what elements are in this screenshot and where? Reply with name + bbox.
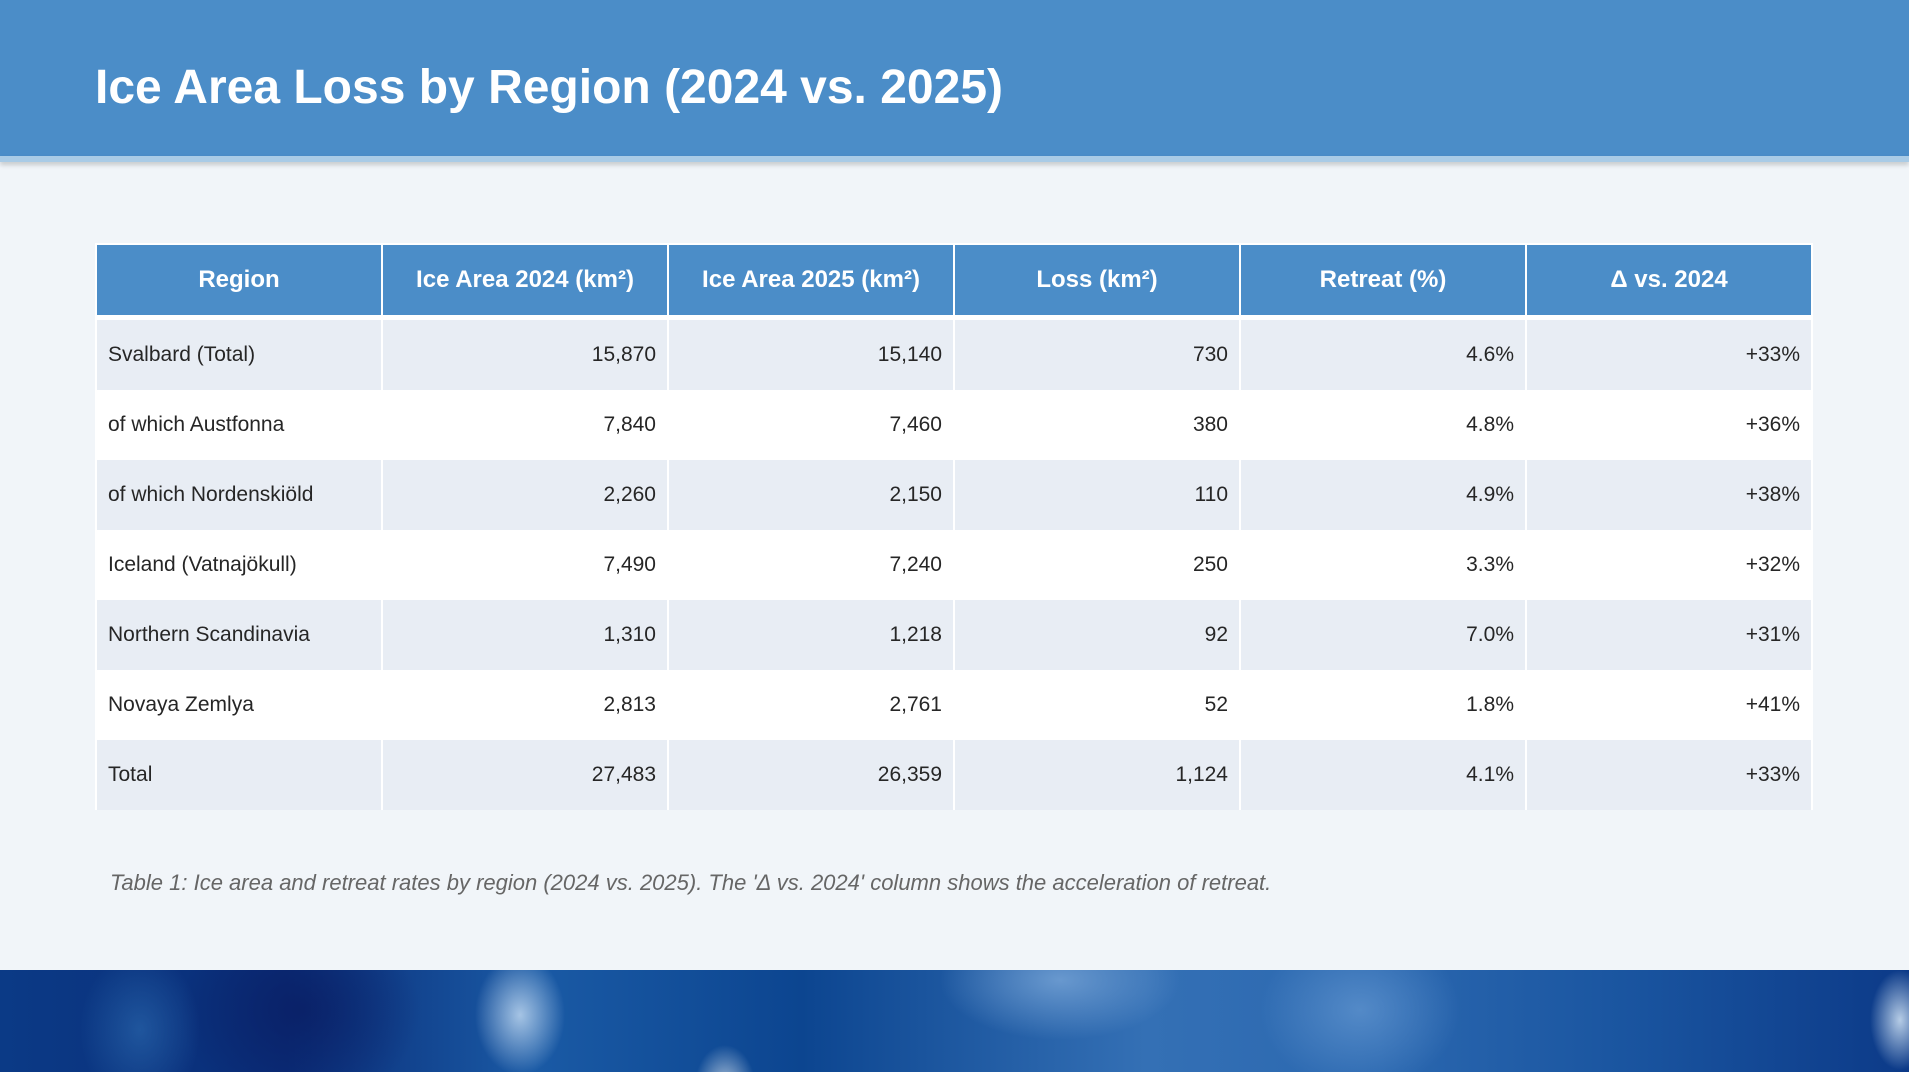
table-cell: 3.3%	[1239, 530, 1527, 600]
table-cell: 730	[953, 317, 1241, 390]
table-cell: Iceland (Vatnajökull)	[95, 530, 383, 600]
table-row: of which Austfonna 7,840 7,460 380 4.8% +36%	[95, 390, 1813, 460]
table-cell: +36%	[1525, 390, 1813, 460]
table-cell: 2,813	[381, 670, 669, 740]
table-cell: 7.0%	[1239, 600, 1527, 670]
table-row: Novaya Zemlya 2,813 2,761 52 1.8% +41%	[95, 670, 1813, 740]
column-header: Retreat (%)	[1239, 243, 1527, 320]
table-cell: of which Nordenskiöld	[95, 460, 383, 530]
table-cell: 1,218	[667, 600, 955, 670]
table-cell: +33%	[1525, 317, 1813, 390]
table-cell: 2,150	[667, 460, 955, 530]
table-cell: +41%	[1525, 670, 1813, 740]
table-cell: 4.6%	[1239, 317, 1527, 390]
table-cell: Svalbard (Total)	[95, 317, 383, 390]
table-cell: Total	[95, 740, 383, 810]
table-cell: 4.1%	[1239, 740, 1527, 810]
table-cell: 2,761	[667, 670, 955, 740]
table-row: of which Nordenskiöld 2,260 2,150 110 4.9% +3…	[95, 460, 1813, 530]
table-cell: 7,460	[667, 390, 955, 460]
table-cell: 15,870	[381, 317, 669, 390]
table-cell: 7,490	[381, 530, 669, 600]
table-cell: +33%	[1525, 740, 1813, 810]
title-bar: Ice Area Loss by Region (2024 vs. 2025)	[0, 0, 1909, 156]
table-row: Iceland (Vatnajökull) 7,490 7,240 250 3.3% +3…	[95, 530, 1813, 600]
table-cell: 92	[953, 600, 1241, 670]
ice-texture-footer-image	[0, 970, 1909, 1072]
table-cell: 7,240	[667, 530, 955, 600]
table-cell: 4.9%	[1239, 460, 1527, 530]
table-cell: 26,359	[667, 740, 955, 810]
table-cell: 4.8%	[1239, 390, 1527, 460]
column-header: Δ vs. 2024	[1525, 243, 1813, 320]
data-table: Region Ice Area 2024 (km²) Ice Area 2025 (…	[95, 243, 1813, 810]
table-cell: 1,310	[381, 600, 669, 670]
table-header-row: Region Ice Area 2024 (km²) Ice Area 2025 (…	[95, 243, 1813, 320]
table-cell: 15,140	[667, 317, 955, 390]
page-title: Ice Area Loss by Region (2024 vs. 2025)	[95, 61, 1003, 114]
column-header: Ice Area 2024 (km²)	[381, 243, 669, 320]
table-row: Northern Scandinavia 1,310 1,218 92 7.0% +31%	[95, 600, 1813, 670]
table-cell: 52	[953, 670, 1241, 740]
column-header: Loss (km²)	[953, 243, 1241, 320]
table-cell: 250	[953, 530, 1241, 600]
table-row: Total 27,483 26,359 1,124 4.1% +33%	[95, 740, 1813, 810]
column-header: Ice Area 2025 (km²)	[667, 243, 955, 320]
table-cell: 27,483	[381, 740, 669, 810]
table-cell: +38%	[1525, 460, 1813, 530]
table-cell: 2,260	[381, 460, 669, 530]
table-cell: +31%	[1525, 600, 1813, 670]
table-cell: 7,840	[381, 390, 669, 460]
table-cell: 380	[953, 390, 1241, 460]
table-cell: 1.8%	[1239, 670, 1527, 740]
table-cell: Northern Scandinavia	[95, 600, 383, 670]
table-cell: Novaya Zemlya	[95, 670, 383, 740]
table-cell: 110	[953, 460, 1241, 530]
column-header: Region	[95, 243, 383, 320]
table-caption: Table 1: Ice area and retreat rates by r…	[110, 870, 1272, 895]
table-cell: 1,124	[953, 740, 1241, 810]
header-divider	[0, 156, 1909, 162]
table-cell: +32%	[1525, 530, 1813, 600]
table-body: Svalbard (Total) 15,870 15,140 730 4.6% +33% o…	[95, 317, 1813, 810]
table-cell: of which Austfonna	[95, 390, 383, 460]
table-row: Svalbard (Total) 15,870 15,140 730 4.6% +33%	[95, 317, 1813, 390]
